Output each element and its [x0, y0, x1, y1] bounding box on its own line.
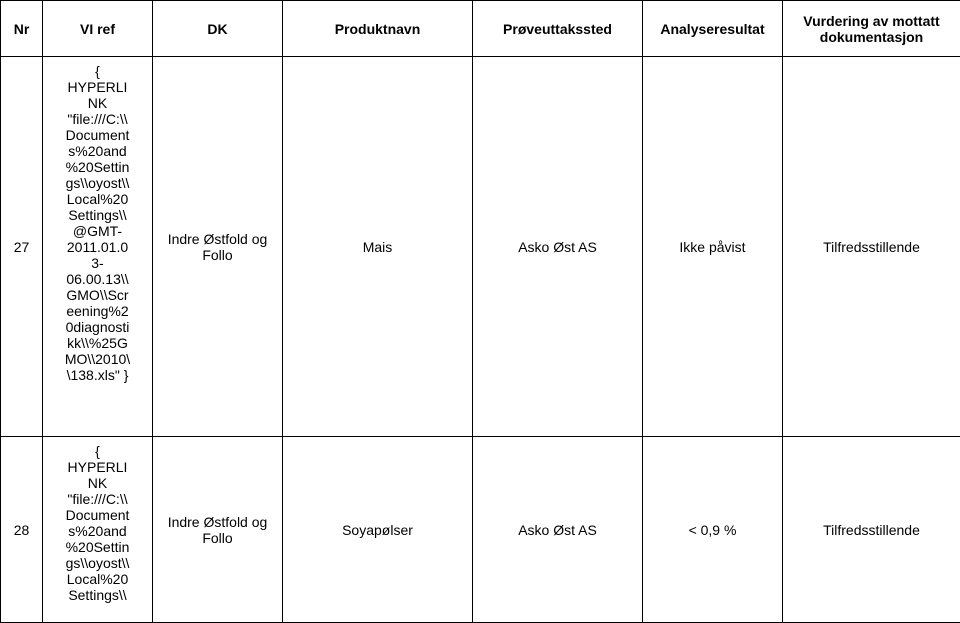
table-row: 28 {HYPERLINK"file:///C:\\Documents%20an…	[1, 437, 960, 623]
cell-dk: Indre Østfold og Follo	[153, 437, 283, 623]
cell-nr: 28	[1, 437, 43, 623]
col-header-nr: Nr	[1, 1, 43, 57]
cell-analyseresultat: < 0,9 %	[643, 437, 783, 623]
col-header-produktnavn: Produktnavn	[283, 1, 473, 57]
viref-text: {HYPERLINK"file:///C:\\Documents%20and%2…	[51, 443, 144, 603]
cell-vurdering: Tilfredsstillende	[783, 437, 960, 623]
cell-vurdering: Tilfredsstillende	[783, 57, 960, 437]
col-header-proveuttakssted: Prøveuttakssted	[473, 1, 643, 57]
cell-proveuttakssted: Asko Øst AS	[473, 437, 643, 623]
cell-nr: 27	[1, 57, 43, 437]
col-header-viref: VI ref	[43, 1, 153, 57]
table-row: 27 {HYPERLINK"file:///C:\\Documents%20an…	[1, 57, 960, 437]
col-header-vurdering: Vurdering av mottatt dokumentasjon	[783, 1, 960, 57]
cell-dk: Indre Østfold og Follo	[153, 57, 283, 437]
cell-produktnavn: Soyapølser	[283, 437, 473, 623]
document-page: Nr VI ref DK Produktnavn Prøveuttakssted…	[0, 0, 960, 622]
cell-viref: {HYPERLINK"file:///C:\\Documents%20and%2…	[43, 57, 153, 437]
cell-viref: {HYPERLINK"file:///C:\\Documents%20and%2…	[43, 437, 153, 623]
cell-proveuttakssted: Asko Øst AS	[473, 57, 643, 437]
data-table: Nr VI ref DK Produktnavn Prøveuttakssted…	[0, 0, 960, 623]
col-header-dk: DK	[153, 1, 283, 57]
table-header-row: Nr VI ref DK Produktnavn Prøveuttakssted…	[1, 1, 960, 57]
col-header-analyseresultat: Analyseresultat	[643, 1, 783, 57]
cell-produktnavn: Mais	[283, 57, 473, 437]
cell-analyseresultat: Ikke påvist	[643, 57, 783, 437]
viref-text: {HYPERLINK"file:///C:\\Documents%20and%2…	[51, 63, 144, 383]
